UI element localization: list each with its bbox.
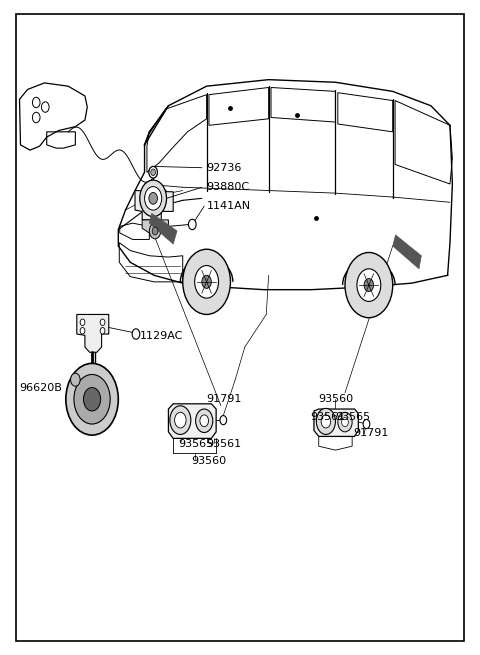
Text: 1129AC: 1129AC bbox=[140, 331, 183, 341]
Circle shape bbox=[149, 223, 161, 239]
Circle shape bbox=[316, 408, 336, 434]
Circle shape bbox=[183, 250, 230, 314]
Circle shape bbox=[152, 227, 158, 235]
Polygon shape bbox=[314, 409, 359, 436]
Circle shape bbox=[363, 419, 370, 428]
Circle shape bbox=[71, 373, 80, 386]
Circle shape bbox=[80, 328, 85, 334]
Circle shape bbox=[170, 405, 191, 434]
Polygon shape bbox=[393, 235, 421, 269]
Polygon shape bbox=[135, 191, 173, 220]
Circle shape bbox=[202, 275, 211, 288]
Circle shape bbox=[338, 412, 352, 432]
Polygon shape bbox=[149, 214, 177, 244]
Text: 96620B: 96620B bbox=[20, 383, 62, 392]
Text: 91791: 91791 bbox=[206, 394, 242, 404]
Text: 91791: 91791 bbox=[353, 428, 388, 438]
Circle shape bbox=[189, 219, 196, 230]
Text: 93561: 93561 bbox=[311, 412, 346, 422]
Text: 93560: 93560 bbox=[319, 394, 354, 404]
Circle shape bbox=[66, 364, 118, 435]
Circle shape bbox=[151, 169, 156, 176]
Circle shape bbox=[84, 388, 101, 411]
Text: 93880C: 93880C bbox=[206, 182, 250, 193]
Circle shape bbox=[80, 319, 85, 326]
Text: 93565: 93565 bbox=[178, 439, 213, 449]
Circle shape bbox=[195, 265, 218, 298]
Circle shape bbox=[132, 329, 140, 339]
Circle shape bbox=[357, 269, 381, 301]
Circle shape bbox=[345, 252, 393, 318]
Circle shape bbox=[100, 319, 105, 326]
Circle shape bbox=[321, 415, 331, 428]
Polygon shape bbox=[142, 220, 168, 233]
Circle shape bbox=[140, 180, 167, 217]
Circle shape bbox=[220, 415, 227, 424]
Circle shape bbox=[144, 187, 162, 210]
Circle shape bbox=[200, 415, 208, 426]
Circle shape bbox=[196, 409, 213, 432]
Circle shape bbox=[342, 417, 348, 426]
Text: 93561: 93561 bbox=[206, 439, 242, 449]
Text: 93565: 93565 bbox=[336, 412, 371, 422]
Circle shape bbox=[100, 328, 105, 334]
Circle shape bbox=[364, 278, 373, 291]
Circle shape bbox=[149, 193, 157, 204]
Circle shape bbox=[149, 166, 157, 178]
Circle shape bbox=[175, 412, 186, 428]
Polygon shape bbox=[149, 187, 166, 198]
Polygon shape bbox=[168, 404, 216, 438]
Text: 93560: 93560 bbox=[192, 456, 227, 466]
Polygon shape bbox=[77, 314, 109, 352]
Text: 92736: 92736 bbox=[206, 162, 242, 173]
Circle shape bbox=[74, 375, 110, 424]
Text: 1141AN: 1141AN bbox=[206, 201, 251, 211]
